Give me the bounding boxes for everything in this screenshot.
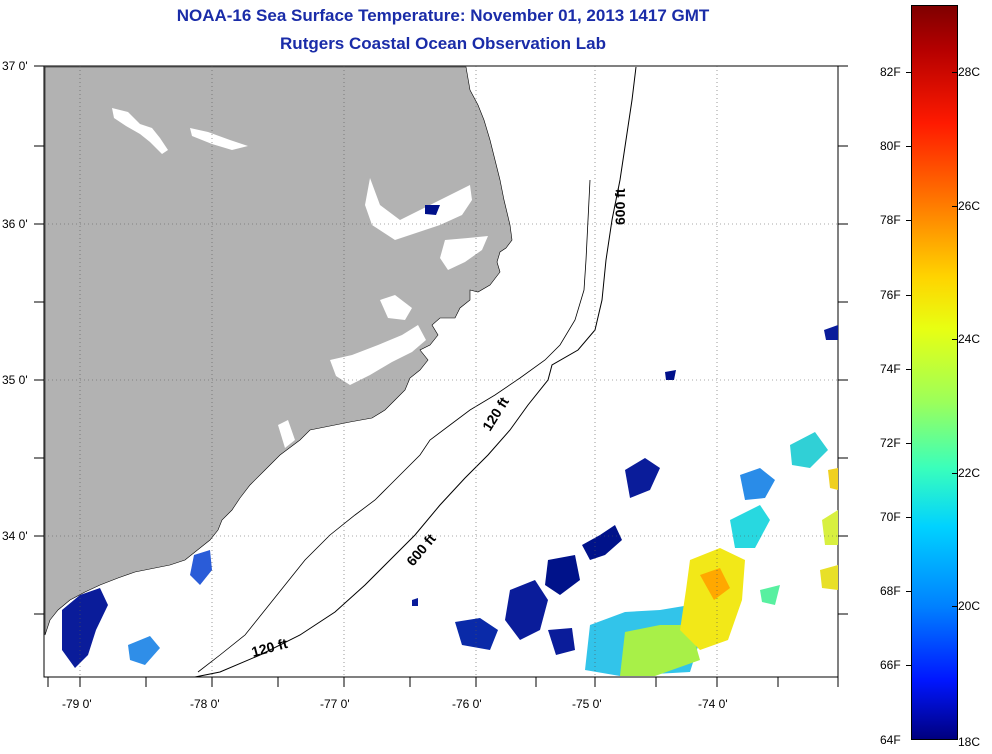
river-shape	[190, 128, 248, 150]
colorbar-fahrenheit-label: 70F	[880, 510, 901, 524]
colorbar-celsius-label: 22C	[958, 466, 981, 480]
isobath-600ft	[194, 66, 637, 678]
lon-label: -79 0'	[62, 697, 92, 711]
colorbar-celsius-label: 18C	[958, 735, 981, 749]
river-shape	[112, 108, 168, 154]
lat-label: 37 0'	[2, 59, 28, 73]
lon-label: -74 0'	[698, 697, 728, 711]
lon-label: -75 0'	[572, 697, 602, 711]
colorbar-celsius-label: 20C	[958, 599, 981, 613]
sound-shape	[440, 236, 488, 270]
graticule	[44, 66, 838, 677]
lon-label: -76 0'	[452, 697, 482, 711]
sst-data-patches	[62, 205, 838, 676]
colorbar-fahrenheit-label: 64F	[880, 733, 901, 747]
map-title: NOAA-16 Sea Surface Temperature: Novembe…	[176, 6, 710, 25]
lat-label: 35 0'	[2, 373, 28, 387]
colorbar-fahrenheit-label: 78F	[880, 213, 901, 227]
isobath-label: 600 ft	[612, 188, 628, 225]
colorbar-fahrenheit-label: 72F	[880, 436, 901, 450]
colorbar-celsius-label: 24C	[958, 332, 981, 346]
colorbar-fahrenheit-label: 68F	[880, 584, 901, 598]
colorbar-fahrenheit-label: 82F	[880, 65, 901, 79]
sound-shape	[278, 420, 295, 448]
colorbar-celsius-label: 26C	[958, 199, 981, 213]
temperature-colorbar	[911, 5, 958, 740]
lon-label: -78 0'	[190, 697, 220, 711]
lon-label: -77 0'	[320, 697, 350, 711]
sound-shape	[380, 295, 412, 320]
colorbar-fahrenheit-label: 74F	[880, 362, 901, 376]
lat-label: 36 0'	[2, 217, 28, 231]
land-mass	[44, 66, 513, 636]
isobath-120ft	[197, 179, 591, 673]
sound-shape	[330, 325, 426, 385]
colorbar-fahrenheit-label: 80F	[880, 139, 901, 153]
map-subtitle: Rutgers Coastal Ocean Observation Lab	[280, 34, 606, 53]
colorbar-fahrenheit-label: 66F	[880, 658, 901, 672]
colorbar-celsius-label: 28C	[958, 65, 981, 79]
colorbar-fahrenheit-label: 76F	[880, 288, 901, 302]
sound-shape	[365, 178, 472, 240]
lat-label: 34 0'	[2, 529, 28, 543]
axis-ticks	[34, 65, 848, 687]
